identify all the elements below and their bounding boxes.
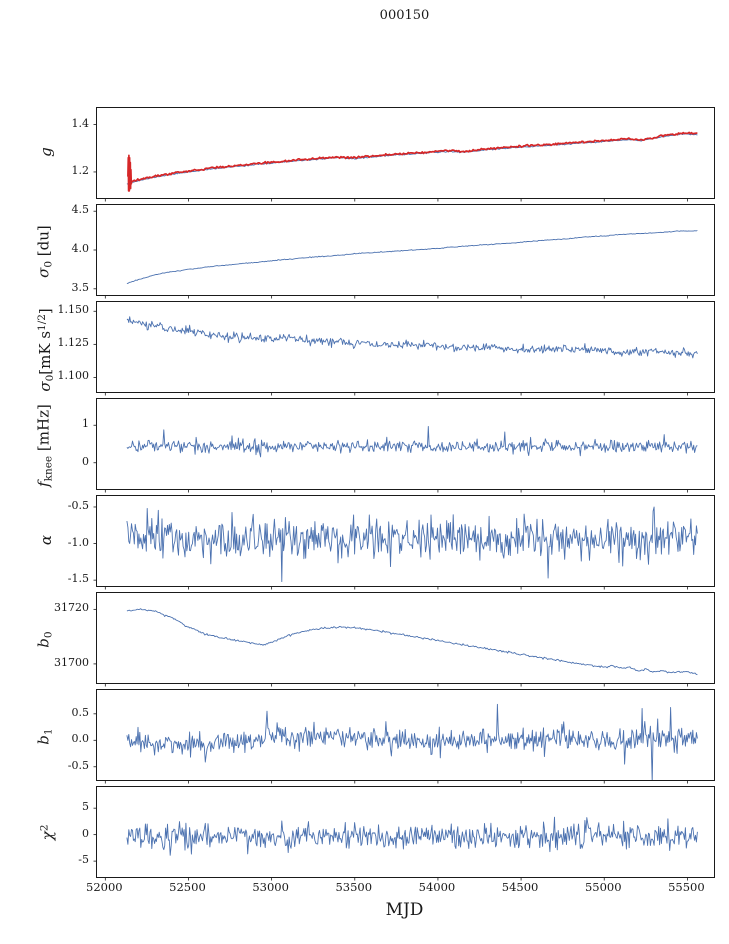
subplot-chi2-canvas	[93, 807, 698, 881]
y-tick-label-chi2: 5	[82, 800, 89, 814]
series-b1	[126, 703, 698, 780]
x-tick-label: 55000	[584, 880, 622, 894]
subplot-alpha	[93, 495, 715, 590]
subplot-sigma0-du-canvas	[93, 210, 698, 299]
series-b0	[126, 608, 698, 676]
series-fknee	[126, 425, 698, 458]
y-tick-label-alpha: -0.5	[67, 498, 89, 512]
x-tick-label: 54500	[501, 880, 539, 894]
y-tick-label-alpha: -1.5	[67, 572, 89, 586]
y-tick-label-fknee: 0	[82, 454, 89, 468]
y-tick-label-g: 1.2	[71, 163, 90, 177]
subplot-g	[93, 107, 715, 202]
subplot-b0-canvas	[93, 608, 698, 687]
x-tick-label: 54000	[418, 880, 456, 894]
x-tick-label: 55500	[668, 880, 705, 894]
x-tick-label: 52500	[169, 880, 206, 894]
x-tick-label: 52000	[86, 880, 123, 894]
y-tick-label-b0: 31700	[54, 655, 89, 669]
y-tick-label-sigma0-du: 4.5	[71, 203, 90, 217]
subplot-b1-canvas	[93, 703, 698, 784]
series-gain-smoothed	[127, 131, 698, 192]
subplot-alpha-canvas	[93, 506, 698, 590]
series-sigma0-mk	[126, 316, 698, 359]
y-tick-label-chi2: 0	[82, 826, 89, 840]
y-tick-label-sigma0-du: 4.0	[71, 242, 90, 255]
series-gain	[126, 133, 698, 185]
y-tick-label-b1: 0.0	[71, 732, 90, 746]
y-tick-label-sigma0-mk: 1.100	[57, 369, 90, 383]
y-tick-label-sigma0-du: 3.5	[71, 280, 90, 294]
subplot-fknee	[93, 398, 715, 493]
y-tick-label-b1: 0.5	[71, 705, 90, 719]
figure-title: 000150	[379, 8, 430, 23]
y-axis-label-segment: χ	[38, 831, 57, 841]
y-tick-label-sigma0-mk: 1.125	[57, 336, 90, 350]
x-axis-label: MJD	[385, 900, 424, 920]
series-chi2	[126, 816, 698, 856]
subplot-g-canvas	[93, 124, 698, 202]
y-axis-label-segment: 2	[38, 824, 51, 832]
x-tick-label: 53500	[335, 880, 373, 894]
subplot-fknee-canvas	[93, 424, 698, 493]
subplot-sigma0-du	[93, 204, 715, 299]
y-tick-label-b0: 31720	[54, 601, 89, 615]
y-tick-label-chi2: -5	[78, 853, 89, 867]
series-alpha	[126, 506, 698, 583]
y-tick-label-g: 1.4	[71, 116, 90, 130]
subplot-b1	[93, 689, 715, 784]
y-tick-label-fknee: 1	[82, 417, 89, 431]
y-tick-label-sigma0-mk: 1.150	[57, 303, 90, 317]
subplot-sigma0-mk-canvas	[93, 310, 698, 396]
subplot-chi2	[93, 786, 715, 881]
series-sigma0-du	[126, 230, 698, 285]
subplot-sigma0-mk	[93, 301, 715, 396]
y-tick-label-alpha: -1.0	[67, 535, 89, 549]
y-tick-label-b1: -0.5	[67, 758, 89, 772]
subplot-b0	[93, 592, 715, 687]
x-tick-label: 53000	[252, 880, 289, 894]
y-axis-label-chi2: χ2	[35, 682, 58, 944]
